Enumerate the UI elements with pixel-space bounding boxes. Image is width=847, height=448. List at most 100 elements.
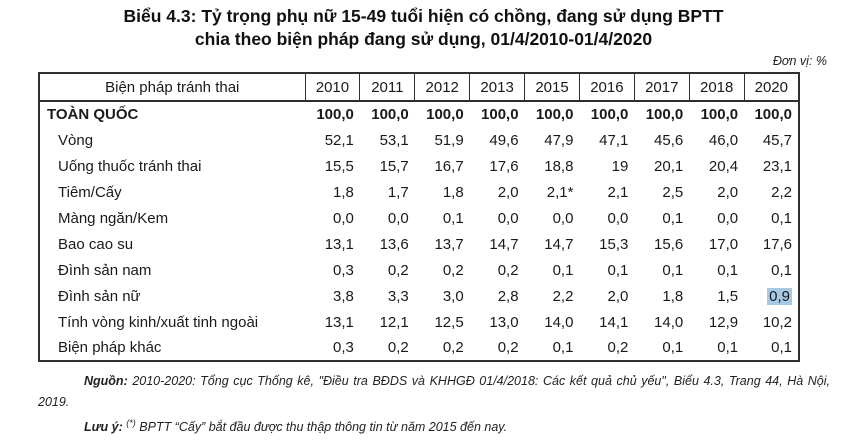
note-superscript: (*) — [126, 418, 136, 428]
cell-value: 0,0 — [333, 209, 354, 227]
cell-value: 0,1 — [717, 261, 739, 279]
cell-value: 0,0 — [717, 209, 739, 227]
cell-value: 1,7 — [387, 183, 409, 201]
table-row: Bao cao su 13,1 13,6 13,7 14,7 14,7 15,3 15,6 17… — [39, 231, 799, 257]
note-text: BPTT “Cấy” bắt đầu được thu thập thông t… — [139, 420, 508, 435]
column-header-year: 2013 — [469, 72, 526, 102]
cell-value: 0,0 — [497, 209, 519, 227]
row-label: Biện pháp khác — [58, 339, 162, 356]
cell-value: 0,0 — [607, 209, 629, 227]
table-row: Biện pháp khác 0,3 0,2 0,2 0,2 0,1 0,2 0,1 0,1 0,… — [39, 335, 799, 361]
column-header-year: 2018 — [688, 72, 745, 102]
cell-value: 13,1 — [324, 235, 354, 253]
note-label: Lưu ý: — [84, 420, 123, 435]
cell-value: 2,0 — [607, 287, 629, 305]
cell-value: 100,0 — [535, 106, 574, 123]
cell-value: 1,8 — [333, 183, 354, 201]
cell-value: 0,1 — [607, 261, 629, 279]
cell-value: 2,1* — [546, 183, 574, 201]
cell-value: 0,3 — [333, 261, 354, 279]
column-header-year: 2015 — [524, 72, 580, 102]
cell-value: 45,7 — [762, 131, 793, 149]
row-label: Tính vòng kinh/xuất tinh ngoài — [58, 313, 259, 331]
cell-value: 0,0 — [387, 209, 409, 227]
row-label: Tiêm/Cấy — [58, 183, 122, 201]
footer-note: Lưu ý: (*) BPTT “Cấy” bắt đầu được thu t… — [38, 413, 830, 438]
cell-value: 100,0 — [371, 106, 409, 123]
column-header-method: Biện pháp tránh thai — [38, 72, 306, 102]
cell-value: 13,0 — [489, 313, 519, 331]
row-label: Đình sản nữ — [58, 287, 141, 305]
cell-value: 14,0 — [544, 313, 574, 331]
cell-value: 16,7 — [434, 157, 464, 175]
cell-value: 1,8 — [442, 183, 464, 201]
cell-value: 0,1 — [771, 261, 793, 279]
cell-value: 0,2 — [497, 261, 519, 279]
source-text: 2010-2020: Tổng cục Thống kê, "Điều tra … — [38, 374, 830, 409]
cell-value: 52,1 — [324, 131, 354, 149]
cell-value: 46,0 — [708, 131, 739, 149]
cell-value: 47,9 — [544, 131, 574, 149]
cell-value: 0,1 — [717, 339, 739, 356]
row-label: Đình sản nam — [58, 261, 152, 279]
table-row: Tính vòng kinh/xuất tinh ngoài 13,1 12,1 12… — [39, 309, 799, 335]
row-label: TOÀN QUỐC — [47, 106, 139, 123]
cell-value: 0,1 — [662, 339, 684, 356]
cell-value: 0,1 — [771, 339, 793, 356]
cell-value: 3,3 — [387, 287, 409, 305]
cell-value: 18,8 — [544, 157, 574, 175]
column-header-year: 2012 — [414, 72, 471, 102]
footer-source: Nguồn: 2010-2020: Tổng cục Thống kê, "Đi… — [38, 371, 830, 413]
cell-value: 12,1 — [379, 313, 409, 331]
source-label: Nguồn: — [84, 374, 128, 388]
cell-value: 0,1 — [552, 261, 574, 279]
cell-value: 3,8 — [333, 287, 354, 305]
cell-value: 100,0 — [481, 106, 519, 123]
table-row: Vòng 52,1 53,1 51,9 49,6 47,9 47,1 45,6 46,0 45,7 — [39, 127, 799, 153]
cell-value: 2,8 — [497, 287, 519, 305]
cell-value: 19 — [611, 157, 629, 175]
cell-value: 12,5 — [434, 313, 464, 331]
cell-value: 2,2 — [771, 183, 793, 201]
cell-value: 0,0 — [552, 209, 574, 227]
table-row: Màng ngăn/Kem 0,0 0,0 0,1 0,0 0,0 0,0 0,1 0,0 0,1 — [39, 205, 799, 231]
cell-value: 49,6 — [489, 131, 519, 149]
cell-value: 100,0 — [754, 106, 793, 123]
cell-value: 20,1 — [654, 157, 684, 175]
cell-value: 2,0 — [497, 183, 519, 201]
cell-value: 14,1 — [599, 313, 629, 331]
cell-value: 2,2 — [552, 287, 574, 305]
table-row: TOÀN QUỐC 100,0 100,0 100,0 100,0 100,0 100,0 1… — [39, 101, 799, 127]
cell-value: 14,0 — [654, 313, 684, 331]
table-row: Đình sản nữ 3,8 3,3 3,0 2,8 2,2 2,0 1,8 1,5 0,9 — [39, 283, 799, 309]
cell-value: 100,0 — [590, 106, 629, 123]
row-label: Màng ngăn/Kem — [58, 209, 169, 227]
cell-value: 100,0 — [700, 106, 739, 123]
cell-value: 14,7 — [489, 235, 519, 253]
cell-value: 1,5 — [717, 287, 739, 305]
column-header-year: 2017 — [633, 72, 690, 102]
cell-value: 0,1 — [662, 261, 684, 279]
cell-value: 2,1 — [607, 183, 629, 201]
cell-value: 13,7 — [434, 235, 464, 253]
row-label: Bao cao su — [58, 235, 134, 253]
cell-value: 17,6 — [489, 157, 519, 175]
cell-value: 0,1 — [442, 209, 464, 227]
table-row: Uống thuốc tránh thai 15,5 15,7 16,7 17,6 18,… — [39, 153, 799, 179]
cell-value: 17,0 — [708, 235, 739, 253]
cell-value: 0,2 — [497, 339, 519, 356]
cell-value: 2,5 — [662, 183, 684, 201]
cell-value: 12,9 — [708, 313, 739, 331]
column-header-year: 2011 — [359, 72, 416, 102]
table-row: Tiêm/Cấy 1,8 1,7 1,8 2,0 2,1* 2,1 2,5 2,0 2,2 — [39, 179, 799, 205]
footer: Nguồn: 2010-2020: Tổng cục Thống kê, "Đi… — [38, 371, 830, 438]
cell-value: 0,1 — [771, 209, 793, 227]
page-title-line2: chia theo biện pháp đang sử dụng, 01/4/2… — [194, 29, 653, 49]
cell-value: 15,6 — [654, 235, 684, 253]
highlighted-cell: 0,9 — [767, 287, 793, 305]
column-header-year: 2020 — [743, 72, 800, 102]
cell-value: 0,2 — [442, 261, 464, 279]
cell-value: 15,3 — [599, 235, 629, 253]
cell-value: 45,6 — [654, 131, 684, 149]
table-row: Đình sản nam 0,3 0,2 0,2 0,2 0,1 0,1 0,1 0,1 0,1 — [39, 257, 799, 283]
